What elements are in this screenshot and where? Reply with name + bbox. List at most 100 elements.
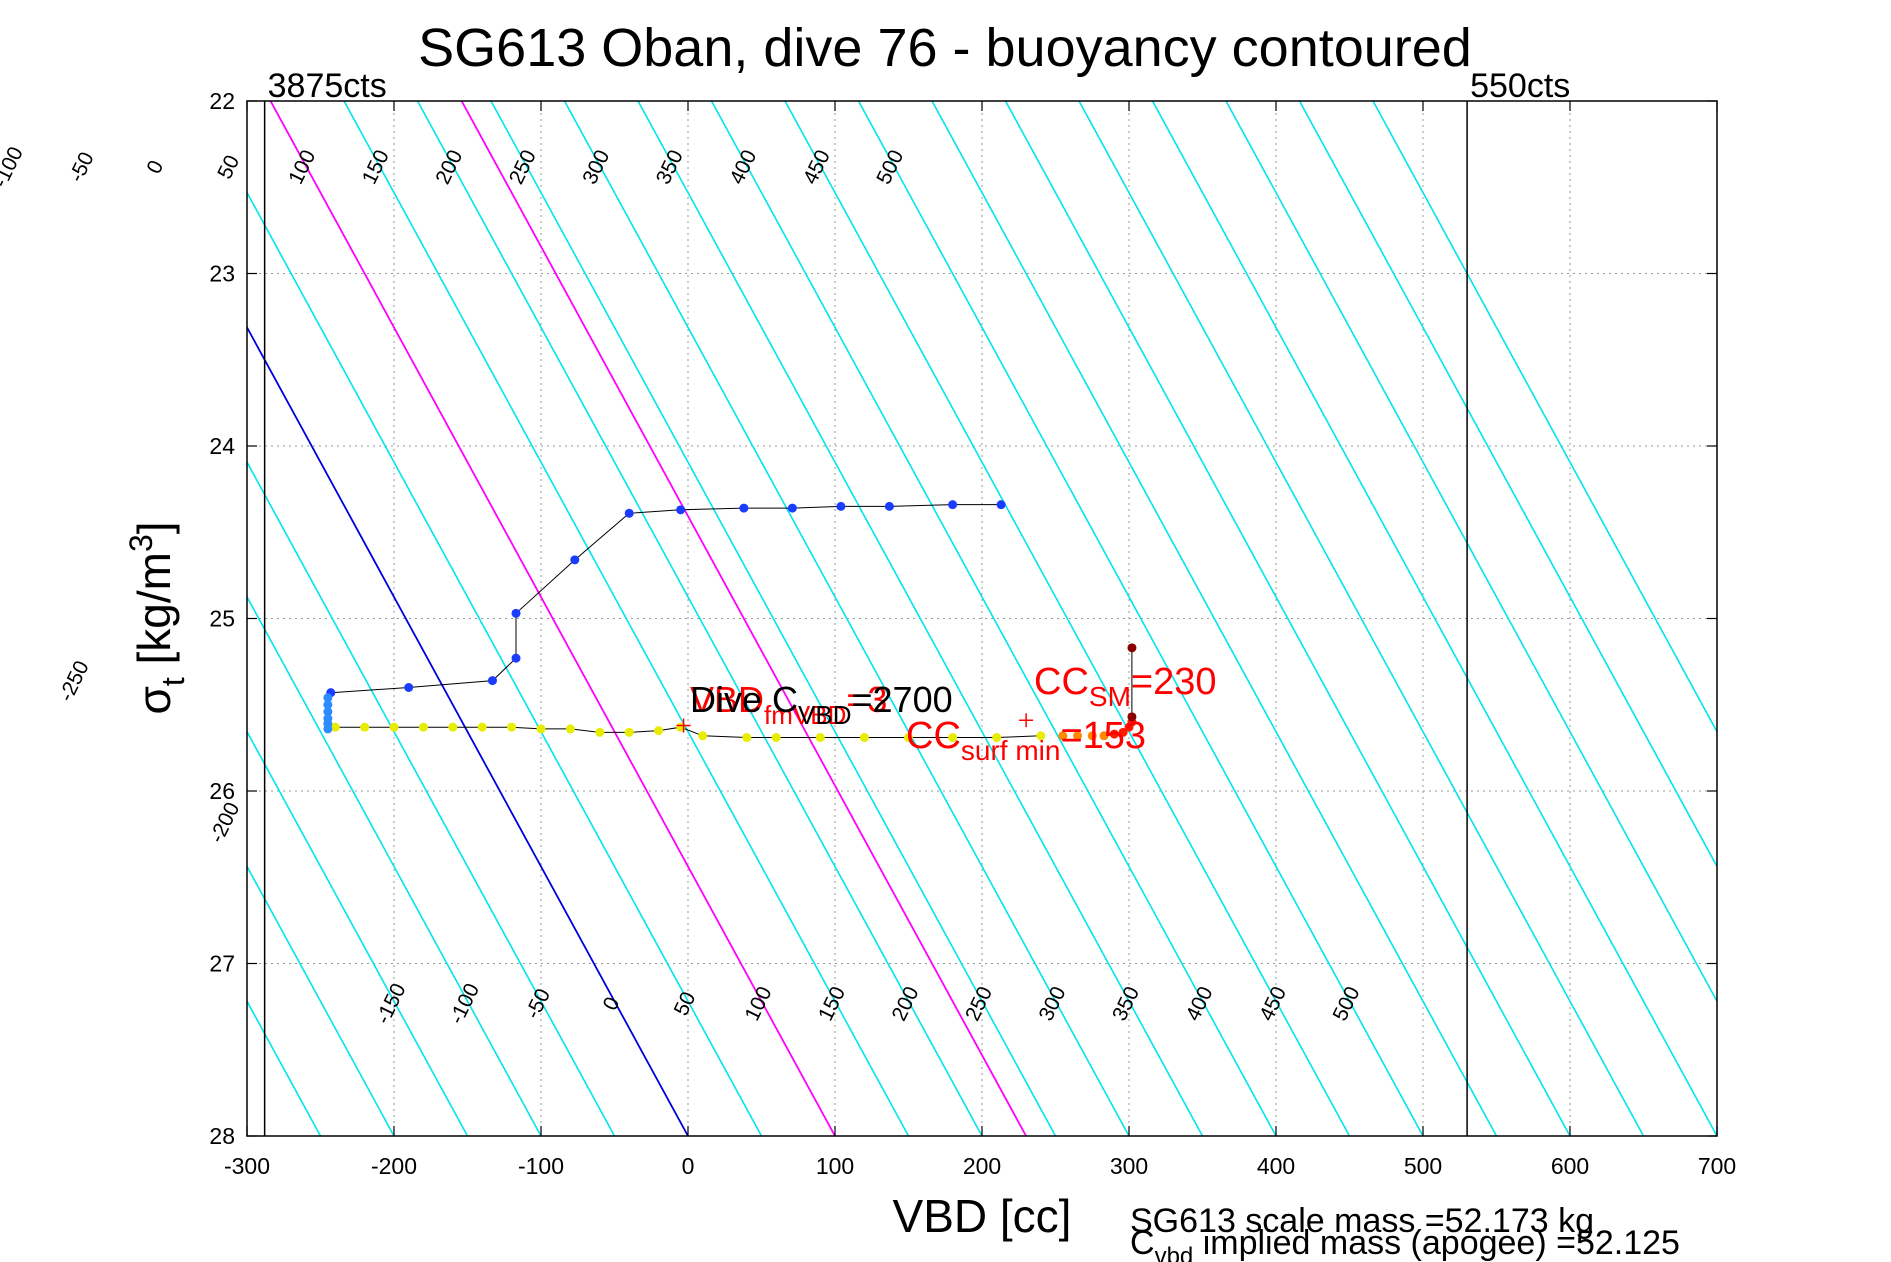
contour-line-zero — [247, 325, 689, 1136]
limit-label: 550cts — [1470, 67, 1570, 105]
contour-line — [1151, 101, 1717, 1136]
data-point — [771, 733, 781, 743]
data-point — [330, 722, 340, 732]
data-point — [1109, 729, 1119, 739]
data-point — [511, 608, 521, 618]
data-point — [948, 733, 958, 743]
dive-series — [323, 500, 1137, 743]
y-tick-label: 23 — [209, 261, 235, 287]
contour-line — [0, 101, 27, 1136]
data-point — [389, 722, 399, 732]
contour-line — [343, 101, 910, 1136]
series-line — [330, 504, 1002, 694]
data-point — [624, 727, 634, 737]
x-tick-label: -100 — [518, 1153, 564, 1179]
contour-label-top: 50 — [213, 152, 244, 183]
contour-line — [1004, 101, 1571, 1136]
data-point — [323, 700, 333, 710]
reference-markers — [676, 713, 1034, 733]
contour-line — [247, 190, 763, 1136]
x-tick-label: 0 — [682, 1153, 695, 1179]
data-point — [418, 722, 428, 732]
y-tick-label: 25 — [209, 606, 235, 632]
data-point — [698, 731, 708, 741]
contour-label-left: -200 — [205, 799, 244, 847]
contour-line — [247, 595, 542, 1136]
contour-line — [931, 101, 1498, 1136]
data-point — [1118, 727, 1128, 737]
contour-line — [247, 460, 616, 1136]
y-tick-label: 27 — [209, 951, 235, 977]
x-tick-label: -200 — [371, 1153, 417, 1179]
data-point — [815, 733, 825, 743]
contour-line — [784, 101, 1351, 1136]
x-tick-label: -300 — [224, 1153, 270, 1179]
data-point — [904, 733, 913, 743]
contour-line — [247, 864, 395, 1136]
footer-implied-mass: Cvbd implied mass (apogee) =52.125 — [1130, 1224, 1680, 1262]
annotation-vbd-mvbd: VBDfmVBD=3 — [690, 679, 887, 730]
annotation-dive-c-vbd: Dive CVBD=2700 — [690, 679, 953, 730]
vbd-limit-lines: 3875cts 550cts — [263, 67, 1570, 1136]
y-tick-label: 24 — [209, 433, 235, 459]
data-point — [1099, 731, 1109, 741]
contour-label-left: -250 — [55, 657, 94, 705]
data-point — [570, 555, 580, 565]
data-point — [323, 707, 333, 717]
data-point — [360, 722, 370, 732]
buoyancy-contours — [0, 101, 1717, 1136]
data-point — [1058, 731, 1068, 741]
contour-line — [1078, 101, 1645, 1136]
contour-line — [1298, 101, 1717, 869]
y-tick-label: 28 — [209, 1123, 235, 1149]
contour-line — [637, 101, 1204, 1136]
x-tick-label: 500 — [1404, 1153, 1442, 1179]
contour-line — [0, 101, 100, 1136]
contour-line — [563, 101, 1130, 1136]
data-point — [487, 676, 497, 686]
data-point — [1036, 731, 1046, 741]
contour-line — [857, 101, 1424, 1136]
data-point — [624, 508, 634, 518]
contour-line — [247, 730, 469, 1136]
x-tick-label: 300 — [1110, 1153, 1148, 1179]
x-tick-label: 600 — [1551, 1153, 1589, 1179]
data-point — [565, 724, 575, 734]
contour-line-highlight — [269, 101, 836, 1136]
annotation-cc-surf-min: CCsurf min=153 — [906, 715, 1146, 766]
contour-label-top: 0 — [142, 157, 168, 178]
data-point — [536, 724, 546, 734]
x-tick-label: 100 — [816, 1153, 854, 1179]
data-point — [1087, 731, 1097, 741]
marker-cc-sm — [1019, 713, 1034, 728]
contour-label-top: -100 — [0, 143, 28, 191]
x-tick-label: 200 — [963, 1153, 1001, 1179]
y-axis-label: σt [kg/m3] — [123, 521, 191, 714]
x-tick-label: 700 — [1698, 1153, 1736, 1179]
data-point — [323, 724, 333, 734]
contour-line — [1225, 101, 1717, 1003]
marker-vbd — [676, 718, 691, 733]
data-point — [477, 722, 487, 732]
data-point — [507, 722, 517, 732]
data-point — [654, 726, 664, 736]
series-line — [335, 726, 1041, 738]
contour-line-highlight — [460, 101, 1027, 1136]
data-point — [787, 503, 797, 513]
footer-scale-mass: SG613 scale mass =52.173 kg — [1130, 1202, 1594, 1240]
data-point — [595, 727, 605, 737]
data-point — [1127, 643, 1137, 653]
contour-line — [490, 101, 1057, 1136]
data-point — [884, 501, 894, 511]
data-point — [859, 733, 869, 743]
annotation-cc-sm: CCSM=230 — [1034, 661, 1216, 712]
x-tick-label: 400 — [1257, 1153, 1295, 1179]
x-axis-label: VBD [cc] — [893, 1190, 1072, 1242]
data-point — [511, 653, 521, 663]
data-point — [996, 500, 1006, 510]
data-point — [992, 733, 1002, 743]
axis-ticks: -300 -200 -100 0 100 200 300 400 500 600 700 22 23 24… — [209, 88, 1736, 1179]
data-point — [448, 722, 458, 732]
chart-title: SG613 Oban, dive 76 - buoyancy contoured — [418, 18, 1472, 78]
